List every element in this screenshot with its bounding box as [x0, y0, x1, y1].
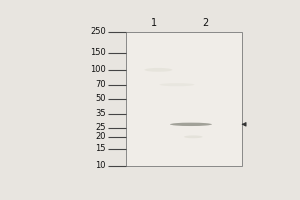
Text: 250: 250	[90, 27, 106, 36]
Text: 25: 25	[96, 123, 106, 132]
Ellipse shape	[160, 83, 194, 86]
Text: 2: 2	[202, 18, 208, 28]
Text: 20: 20	[96, 132, 106, 141]
Text: 150: 150	[90, 48, 106, 57]
Ellipse shape	[184, 135, 203, 138]
Ellipse shape	[145, 68, 172, 72]
Text: 70: 70	[95, 80, 106, 89]
Text: 1: 1	[151, 18, 157, 28]
Ellipse shape	[170, 123, 212, 126]
Bar	[126, 32, 242, 166]
Text: 15: 15	[96, 144, 106, 153]
Text: 35: 35	[95, 109, 106, 118]
Text: 10: 10	[96, 161, 106, 170]
Text: 50: 50	[96, 94, 106, 103]
Text: 100: 100	[90, 65, 106, 74]
